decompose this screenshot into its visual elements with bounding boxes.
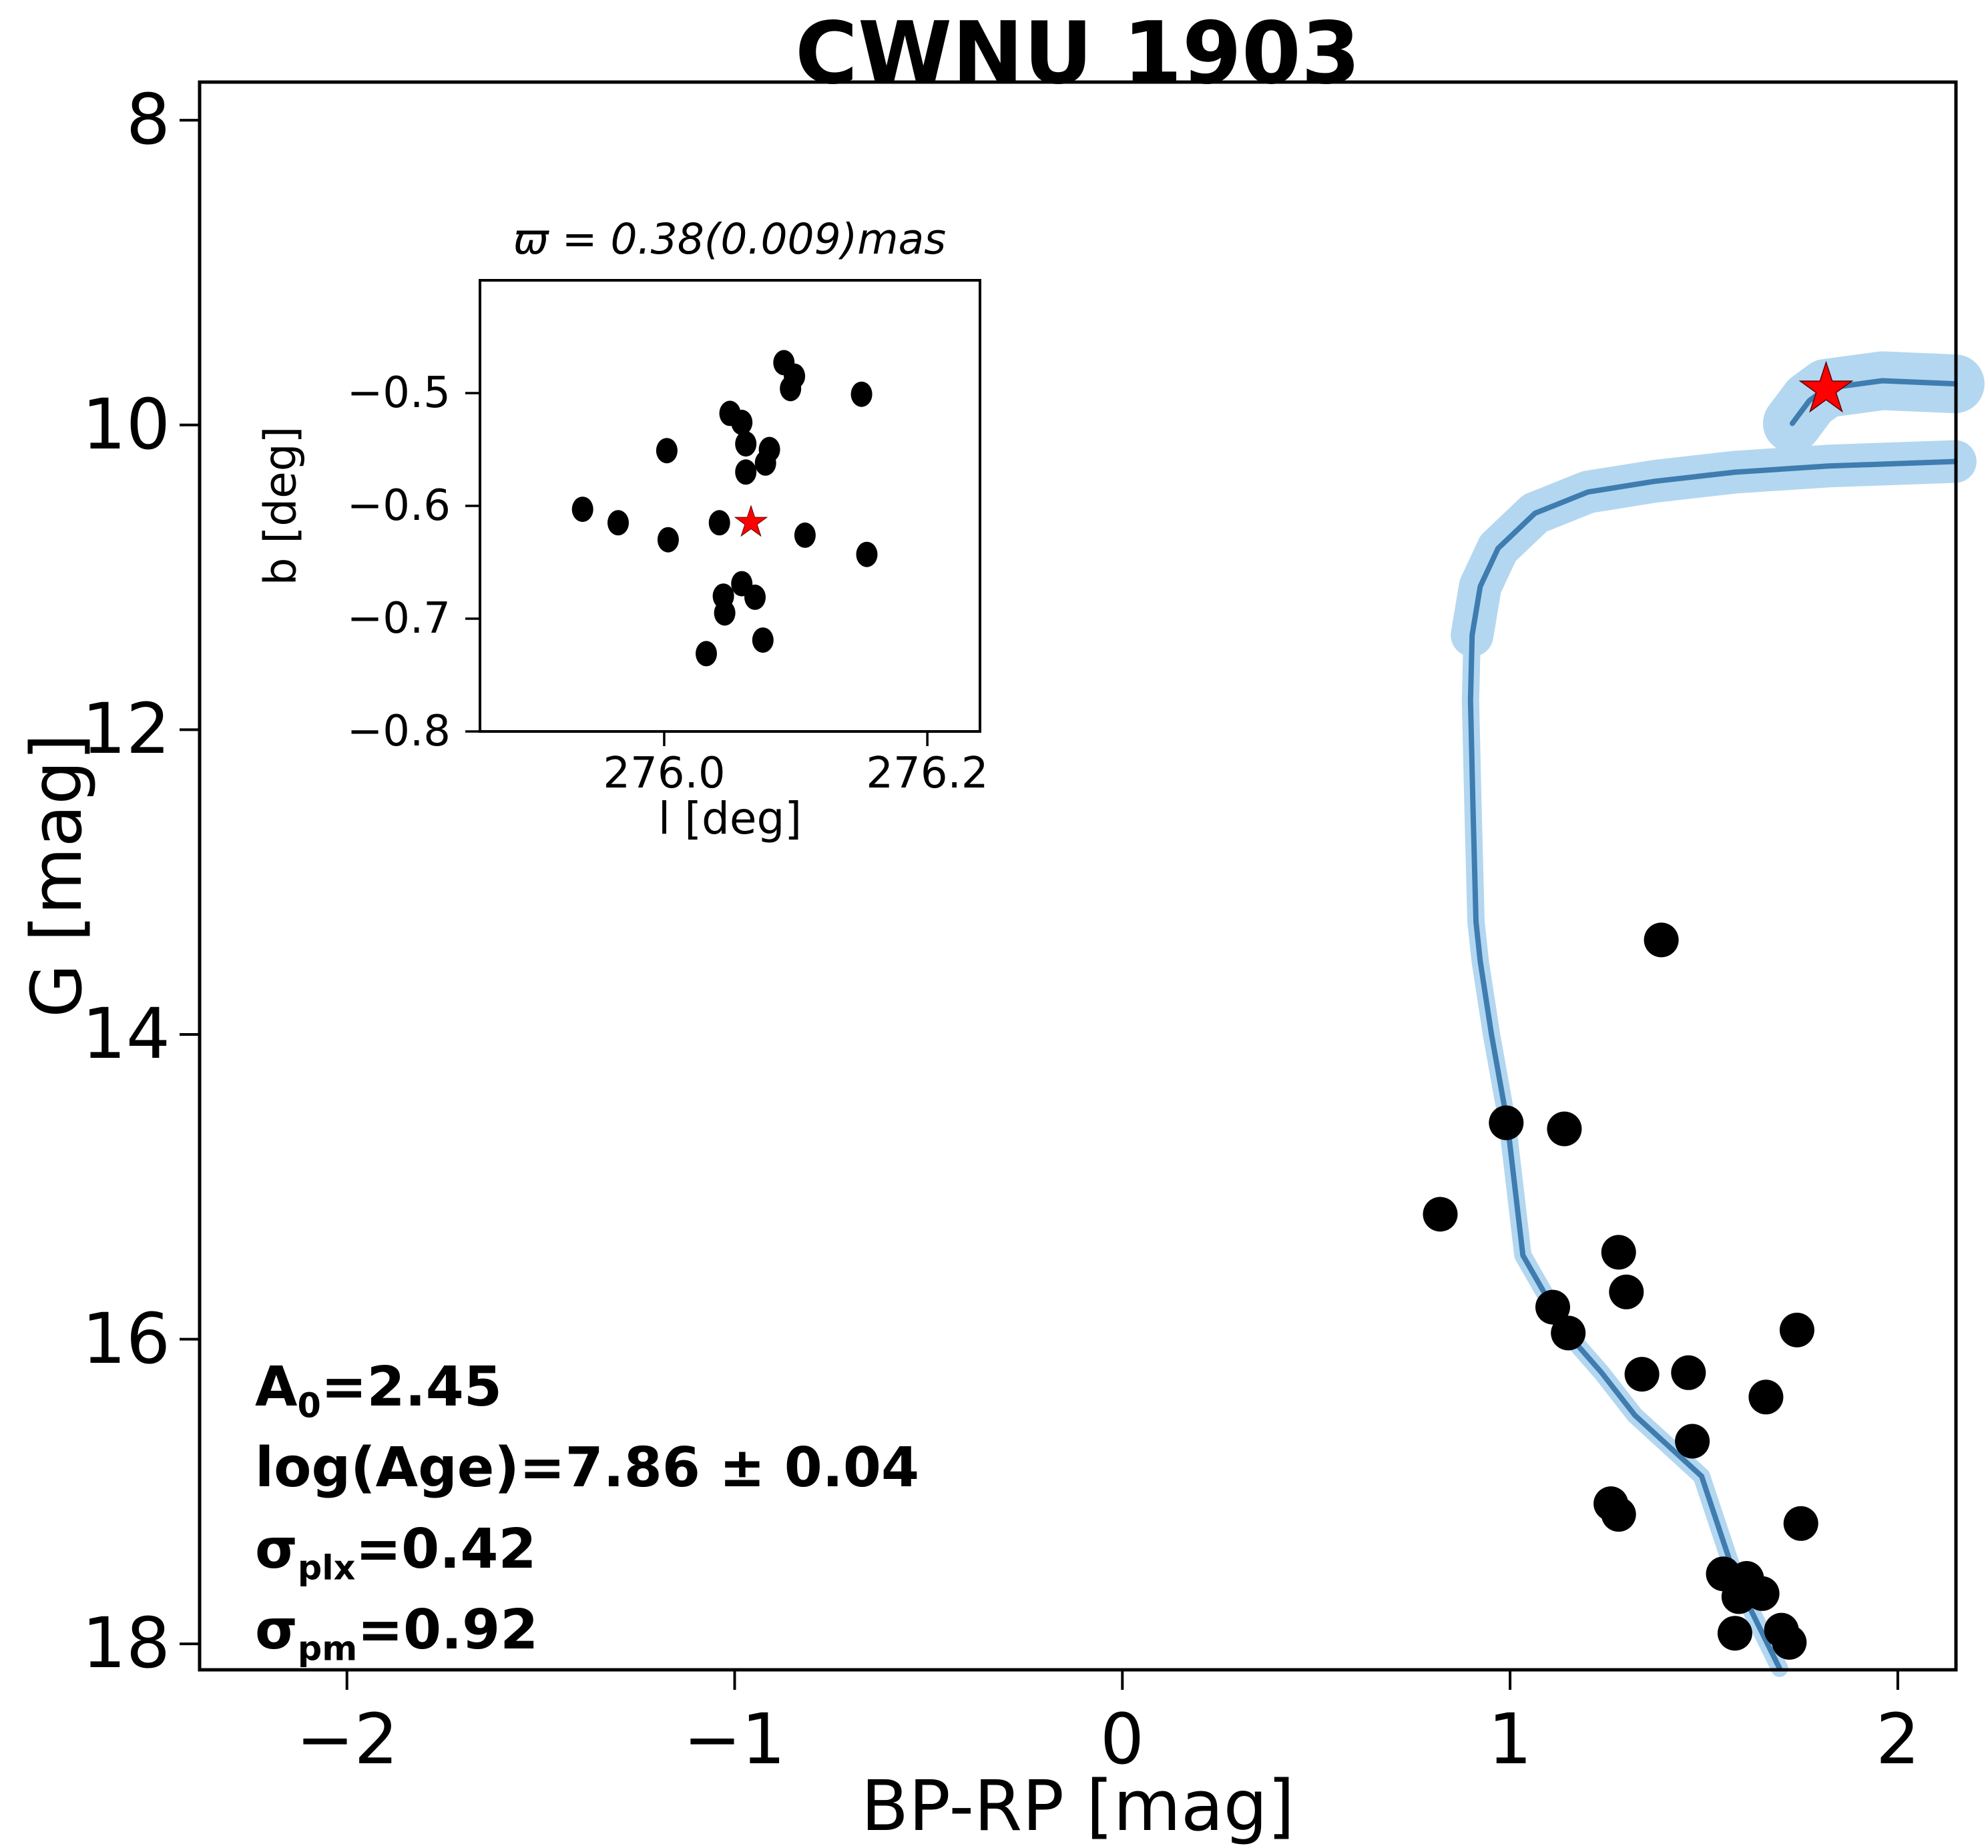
inset-member-point bbox=[794, 522, 816, 548]
inset-member-point bbox=[735, 431, 757, 457]
main-y-tick-label: 10 bbox=[81, 384, 170, 465]
member-point bbox=[1624, 1357, 1660, 1392]
member-point bbox=[1547, 1111, 1582, 1147]
fit-parameters-block: A0=2.45 log(Age)=7.86 ± 0.04 σplx=0.42 σ… bbox=[255, 1356, 919, 1680]
member-point bbox=[1779, 1312, 1814, 1347]
main-y-tick-label: 18 bbox=[81, 1602, 170, 1684]
main-x-tick-label: 1 bbox=[1487, 1699, 1533, 1780]
member-point bbox=[1489, 1105, 1524, 1141]
inset-member-point bbox=[696, 641, 717, 667]
inset-member-point bbox=[708, 510, 730, 536]
main-y-tick-label: 8 bbox=[126, 79, 170, 160]
main-axis-ticks bbox=[180, 119, 1899, 1690]
member-point bbox=[1783, 1506, 1818, 1541]
inset-member-point bbox=[607, 510, 629, 536]
page-title: CWNU 1903 bbox=[795, 4, 1360, 103]
annotation-age: log(Age)=7.86 ± 0.04 bbox=[255, 1436, 920, 1500]
main-x-tick-label: −1 bbox=[683, 1699, 786, 1780]
inset-member-point bbox=[752, 627, 774, 653]
main-y-tick-label: 14 bbox=[81, 993, 170, 1074]
inset-axis-ticks bbox=[465, 392, 929, 746]
inset-member-point bbox=[731, 409, 753, 435]
isochrone-uncertainty-band bbox=[1451, 351, 1985, 1677]
inset-member-point bbox=[754, 450, 776, 476]
inset-member-point bbox=[657, 527, 679, 553]
inset-member-point bbox=[856, 541, 878, 567]
inset-y-tick-label: −0.8 bbox=[346, 707, 451, 756]
main-y-tick-label: 16 bbox=[81, 1298, 170, 1379]
member-point bbox=[1671, 1355, 1706, 1390]
main-y-axis-label: G [mag] bbox=[16, 733, 97, 1018]
member-point bbox=[1772, 1624, 1807, 1660]
member-point bbox=[1748, 1379, 1784, 1415]
annotation-sigma-pm: σpm=0.92 bbox=[255, 1598, 539, 1668]
main-x-tick-label: −2 bbox=[296, 1699, 399, 1780]
member-point bbox=[1551, 1315, 1586, 1351]
annotation-extinction: A0=2.45 bbox=[255, 1355, 502, 1426]
inset-x-tick-label: 276.0 bbox=[603, 749, 726, 798]
inset-member-point bbox=[656, 438, 678, 464]
main-x-axis-label: BP-RP [mag] bbox=[860, 1765, 1295, 1847]
member-point bbox=[1535, 1289, 1570, 1325]
member-point bbox=[1601, 1235, 1636, 1270]
inset-member-point bbox=[780, 376, 802, 402]
inset-background bbox=[480, 280, 980, 731]
member-point bbox=[1717, 1616, 1752, 1651]
inset-center-star-marker: ★ bbox=[734, 499, 768, 545]
inset-member-point bbox=[735, 459, 757, 485]
member-point bbox=[1609, 1274, 1644, 1309]
main-plot-frame bbox=[198, 80, 1958, 1672]
inset-member-points bbox=[571, 350, 878, 667]
inset-member-point bbox=[850, 381, 873, 407]
inset-y-tick-label: −0.6 bbox=[346, 481, 451, 531]
annotation-sigma-plx: σplx=0.42 bbox=[255, 1517, 537, 1588]
inset-y-tick-label: −0.5 bbox=[346, 368, 451, 418]
main-y-tick-label: 12 bbox=[81, 688, 170, 769]
inset-y-tick-label: −0.7 bbox=[346, 594, 451, 643]
main-x-tick-label: 0 bbox=[1099, 1699, 1145, 1780]
isochrone-line bbox=[1467, 378, 1958, 1671]
inset-member-point bbox=[571, 497, 593, 523]
inset-member-point bbox=[714, 600, 736, 626]
member-point bbox=[1601, 1497, 1636, 1532]
inset-title-parallax: ϖ = 0.38(0.009)mas bbox=[513, 215, 947, 264]
reference-star-marker: ★ bbox=[1798, 352, 1854, 425]
main-x-tick-label: 2 bbox=[1875, 1699, 1921, 1780]
member-point bbox=[1675, 1424, 1710, 1459]
member-point bbox=[1744, 1576, 1780, 1611]
inset-x-axis-label: l [deg] bbox=[658, 793, 802, 844]
member-point bbox=[1423, 1197, 1458, 1232]
cluster-member-points bbox=[1423, 922, 1818, 1660]
inset-y-axis-label: b [deg] bbox=[254, 426, 306, 586]
inset-x-tick-label: 276.2 bbox=[866, 749, 989, 798]
member-point bbox=[1644, 922, 1679, 958]
inset-member-point bbox=[744, 584, 766, 610]
